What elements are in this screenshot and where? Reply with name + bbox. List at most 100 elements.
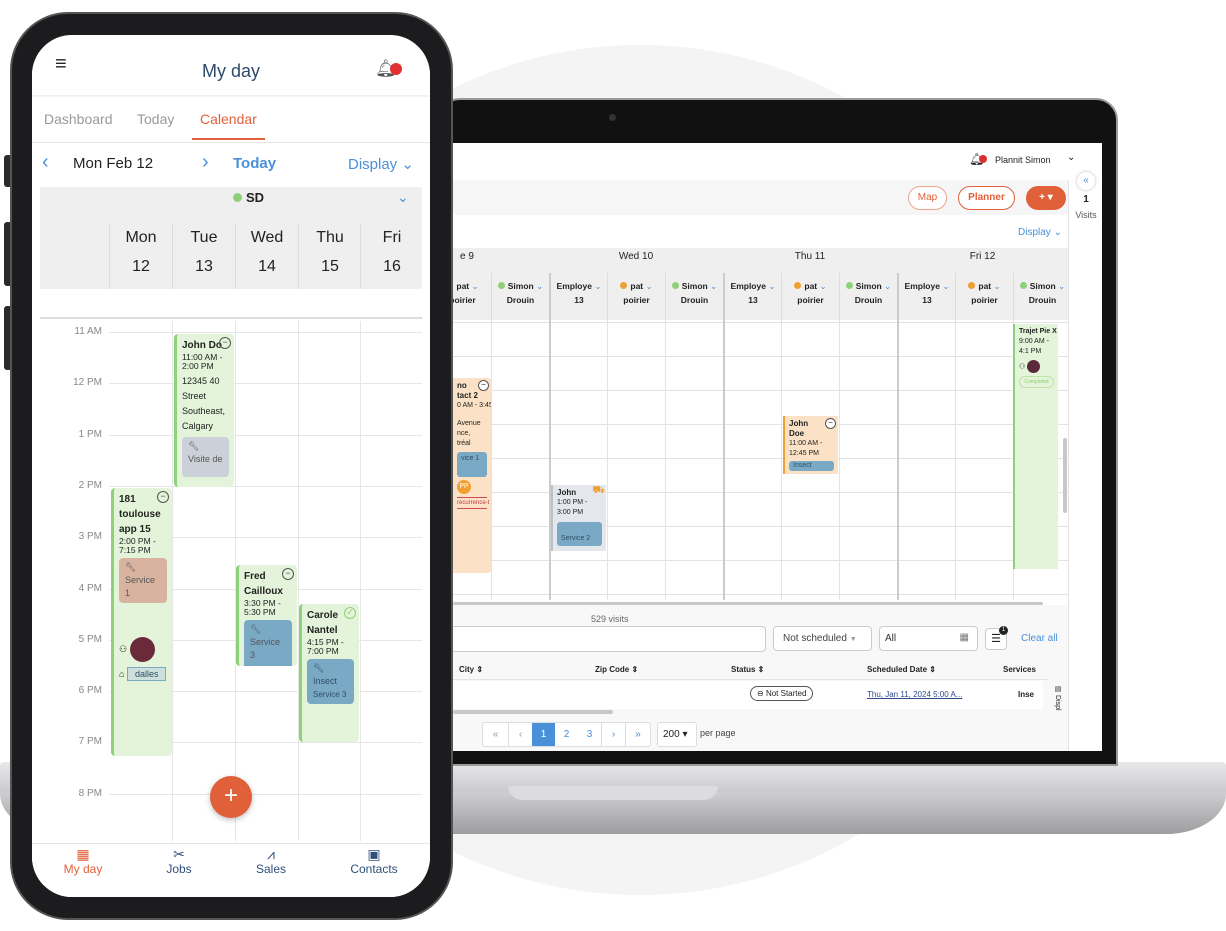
display-label: Display — [1018, 227, 1051, 238]
collapse-icon[interactable]: « — [1077, 172, 1095, 190]
bottom-nav: ▦ My day ✂︎ Jobs ⩘ Sales ▣ Contacts — [32, 843, 430, 897]
page-3[interactable]: 3 — [586, 729, 593, 740]
date-filter-input[interactable]: All ▦ — [879, 626, 978, 651]
event-service: Service 2 — [557, 522, 602, 546]
event-title: John Do — [182, 340, 222, 351]
user-name[interactable]: Plannit Simon — [995, 155, 1051, 165]
event-john[interactable]: John 1:00 PM - 3:00 PM Service 2 ⛟ — [551, 485, 606, 551]
resource-column-header[interactable]: pat ⌄ poirier — [453, 273, 491, 320]
resource-column-header[interactable]: Employe ⌄ 13 — [549, 273, 607, 320]
chevron-down-icon: ⌄ — [471, 281, 479, 291]
nav-sales[interactable]: ⩘ Sales — [231, 846, 311, 876]
event-john-do[interactable]: John Do 11:00 AM - 2:00 PM 12345 40 Stre… — [174, 334, 234, 487]
hour-label: 8 PM — [78, 787, 102, 799]
day-name: Mon — [125, 229, 157, 246]
date-value: All — [885, 633, 897, 644]
laptop-screen: 🔔︎ Plannit Simon ⌄ Map Planner + ▾ « 1 V… — [453, 143, 1102, 751]
calendar-grid: no tact 2 0 AM - 3:45 Avenue nce, tréal … — [453, 320, 1068, 600]
scheduled-date-link[interactable]: Thu, Jan 11, 2024 5:00 A... — [867, 690, 963, 699]
schedule-select[interactable]: Not scheduled ▼ — [773, 626, 872, 651]
next-day-icon[interactable]: › — [202, 151, 209, 173]
col-status[interactable]: Status ⇕ — [731, 665, 765, 674]
resource-column-header[interactable]: Employe ⌄ 13 — [897, 273, 955, 320]
resource-name-2: poirier — [453, 295, 476, 305]
next-page-button[interactable]: › — [601, 723, 625, 746]
day-header[interactable]: Mon 12 — [109, 223, 172, 289]
col-city[interactable]: City ⇕ — [459, 665, 484, 674]
resource-column-header[interactable]: pat ⌄ poirier — [781, 273, 839, 320]
event-time: 11:00 AM - 2:00 PM — [182, 352, 223, 371]
event-trajet-pie-x[interactable]: Trajet Pie X 9:00 AM - 4:1 PM ⚇ Complete… — [1013, 324, 1058, 569]
vertical-scrollbar[interactable] — [1063, 438, 1067, 513]
nav-jobs[interactable]: ✂︎ Jobs — [139, 846, 219, 876]
event-fred-cailloux[interactable]: Fred Cailloux 3:30 PM - 5:30 PM 🔧︎ Servic… — [236, 565, 297, 666]
avatar — [1027, 360, 1041, 373]
resource-column-header[interactable]: Simon ⌄ Drouin — [839, 273, 897, 320]
camera-icon — [609, 114, 616, 121]
resource-name: pat — [630, 281, 644, 291]
planner-button[interactable]: Planner — [958, 186, 1015, 210]
day-name: Wed — [250, 229, 284, 246]
day-number: 12 — [132, 258, 150, 275]
event-carole-nantel[interactable]: Carole Nantel 4:15 PM - 7:00 PM 🔧︎ Insect… — [299, 604, 359, 742]
tab-calendar[interactable]: Calendar — [192, 111, 265, 140]
today-button[interactable]: Today — [233, 155, 277, 172]
display-dropdown[interactable]: Display ⌄ — [348, 156, 414, 173]
event-john-doe[interactable]: John Doe 11:00 AM - 12:45 PM Insect − — [783, 416, 838, 474]
prev-day-icon[interactable]: ‹ — [42, 151, 49, 173]
day-header[interactable]: Thu 15 — [298, 223, 361, 289]
col-services[interactable]: Services — [1003, 665, 1036, 674]
first-page-button[interactable]: « — [492, 729, 499, 740]
chevron-down-icon: ⌄ — [884, 281, 892, 291]
resource-column-header[interactable]: pat ⌄ poirier — [955, 273, 1013, 320]
visits-label: Visits — [1075, 210, 1097, 220]
add-fab-button[interactable]: + — [210, 776, 252, 818]
display-columns-button[interactable]: ▤ Displ — [1054, 685, 1061, 711]
tab-dashboard[interactable]: Dashboard — [44, 111, 113, 127]
add-button[interactable]: + ▾ — [1026, 186, 1066, 210]
visits-count-text: 529 visits — [591, 614, 629, 624]
day-header[interactable]: Tue 13 — [172, 223, 235, 289]
chevron-down-icon[interactable]: ⌄ — [397, 189, 409, 205]
chevron-down-icon: ⌄ — [594, 281, 602, 291]
last-page-button[interactable]: » — [625, 723, 650, 746]
table-row[interactable]: ⊖ Not Started Thu, Jan 11, 2024 5:00 A..… — [453, 681, 1043, 709]
schedule-value: Not scheduled — [783, 633, 847, 644]
hour-label: 1 PM — [78, 428, 102, 440]
resource-column-header[interactable]: Simon ⌄ Drouin — [665, 273, 723, 320]
resource-column-header[interactable]: Simon ⌄ Drouin — [1013, 273, 1071, 320]
table-scrollbar[interactable] — [453, 710, 613, 714]
page-1[interactable]: 1 — [532, 723, 555, 746]
filter-button[interactable]: ☰ 1 — [985, 626, 1008, 650]
resource-name-2: poirier — [971, 295, 998, 305]
clear-all-link[interactable]: Clear all — [1021, 633, 1058, 644]
prev-page-button[interactable]: ‹ — [508, 723, 532, 746]
user-initials[interactable]: SD — [246, 190, 265, 205]
horizontal-scrollbar[interactable] — [453, 602, 1043, 605]
visits-panel: 529 visits Not scheduled ▼ All ▦ ☰ 1 Clear… — [453, 605, 1068, 751]
page-2[interactable]: 2 — [563, 729, 570, 740]
map-button[interactable]: Map — [908, 186, 947, 210]
resource-column-header[interactable]: Employe ⌄ 13 — [723, 273, 781, 320]
per-page-select[interactable]: 200 ▾ — [657, 722, 697, 747]
resource-column-header[interactable]: Simon ⌄ Drouin — [491, 273, 549, 320]
hamburger-menu-icon[interactable]: ≡ — [55, 53, 67, 75]
display-dropdown[interactable]: Display ⌄ — [1018, 227, 1062, 238]
col-scheduled-date[interactable]: Scheduled Date ⇕ — [867, 665, 936, 674]
column-line — [298, 321, 299, 841]
col-zip[interactable]: Zip Code ⇕ — [595, 665, 639, 674]
event-address: Avenue nce, tréal — [457, 420, 481, 447]
chevron-down-icon: ⌄ — [645, 281, 653, 291]
day-header[interactable]: Fri 16 — [360, 223, 423, 289]
tab-today[interactable]: Today — [137, 111, 175, 127]
search-input[interactable] — [453, 626, 766, 652]
nav-my-day[interactable]: ▦ My day — [43, 846, 123, 876]
calendar-icon: ▦ — [76, 846, 90, 862]
event-contact-2[interactable]: no tact 2 0 AM - 3:45 Avenue nce, tréal … — [453, 378, 491, 573]
hour-line — [453, 526, 1068, 527]
chevron-down-icon[interactable]: ⌄ — [1067, 152, 1076, 163]
day-header[interactable]: Wed 14 — [235, 223, 298, 289]
nav-contacts[interactable]: ▣ Contacts — [334, 846, 414, 876]
event-181-toulouse[interactable]: 181 toulouse app 15 2:00 PM - 7:15 PM 🔧︎… — [111, 488, 172, 756]
resource-column-header[interactable]: pat ⌄ poirier — [607, 273, 665, 320]
